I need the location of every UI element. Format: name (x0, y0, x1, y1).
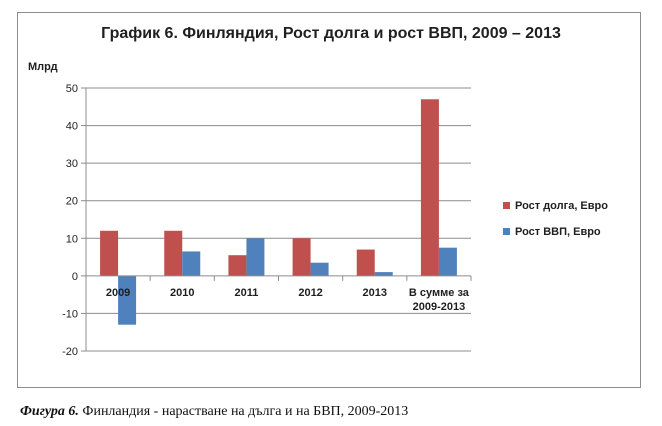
bar-debt (356, 249, 375, 276)
legend: Рост долга, Евро Рост ВВП, Евро (503, 200, 608, 238)
legend-swatch (503, 202, 510, 209)
x-category-label: 2012 (298, 287, 322, 299)
bar-gdp (118, 275, 137, 325)
axes (81, 87, 472, 352)
y-axis-unit-label: Млрд (28, 61, 58, 73)
bar-debt (228, 255, 247, 276)
bar-debt (420, 99, 439, 276)
y-tick-label: -20 (62, 346, 78, 358)
y-tick-label: 10 (66, 233, 78, 245)
chart-title: График 6. Финляндия, Рост долга и рост В… (101, 25, 561, 42)
y-tick-label: 30 (66, 158, 78, 170)
x-category-label: 2011 (234, 287, 258, 299)
y-tick-label: 0 (72, 271, 78, 283)
x-category-label: 2009-2013 (413, 301, 466, 313)
chart-frame: График 6. Финляндия, Рост долга и рост В… (17, 12, 641, 388)
y-tick-label: -10 (62, 308, 78, 320)
bar-gdp (438, 247, 457, 276)
chart-svg: График 6. Финляндия, Рост долга и рост В… (28, 25, 608, 358)
legend-label: Рост долга, Евро (515, 200, 608, 212)
x-category-label: 2009 (106, 287, 130, 299)
bar-gdp (246, 238, 265, 276)
legend-swatch (503, 228, 510, 235)
bar-gdp (310, 262, 329, 276)
grid-lines (86, 87, 471, 352)
caption-text: Финландия - нарастване на дълга и на БВП… (78, 404, 409, 419)
y-tick-label: 40 (66, 121, 78, 133)
x-category-label: 2010 (170, 287, 194, 299)
bar-gdp (374, 272, 393, 276)
bar-gdp (182, 251, 201, 276)
y-tick-label: 20 (66, 196, 78, 208)
category-labels: 2009 2010 2011 2012 2013 В сумме за 2009-2013 (106, 287, 470, 313)
y-tick-label: 50 (66, 83, 78, 95)
legend-label: Рост ВВП, Евро (515, 226, 601, 238)
bars (100, 99, 457, 325)
caption-label: Фигура 6. (20, 404, 79, 419)
bar-debt (164, 230, 183, 276)
figure-caption: Фигура 6. Финландия - нарастване на дълг… (20, 404, 408, 420)
bar-debt (100, 230, 119, 276)
x-category-label: 2013 (363, 287, 387, 299)
bar-debt (292, 238, 311, 276)
y-tick-labels: 50 40 30 20 10 0 -10 -20 (62, 83, 78, 358)
x-category-label: В сумме за (409, 287, 470, 299)
